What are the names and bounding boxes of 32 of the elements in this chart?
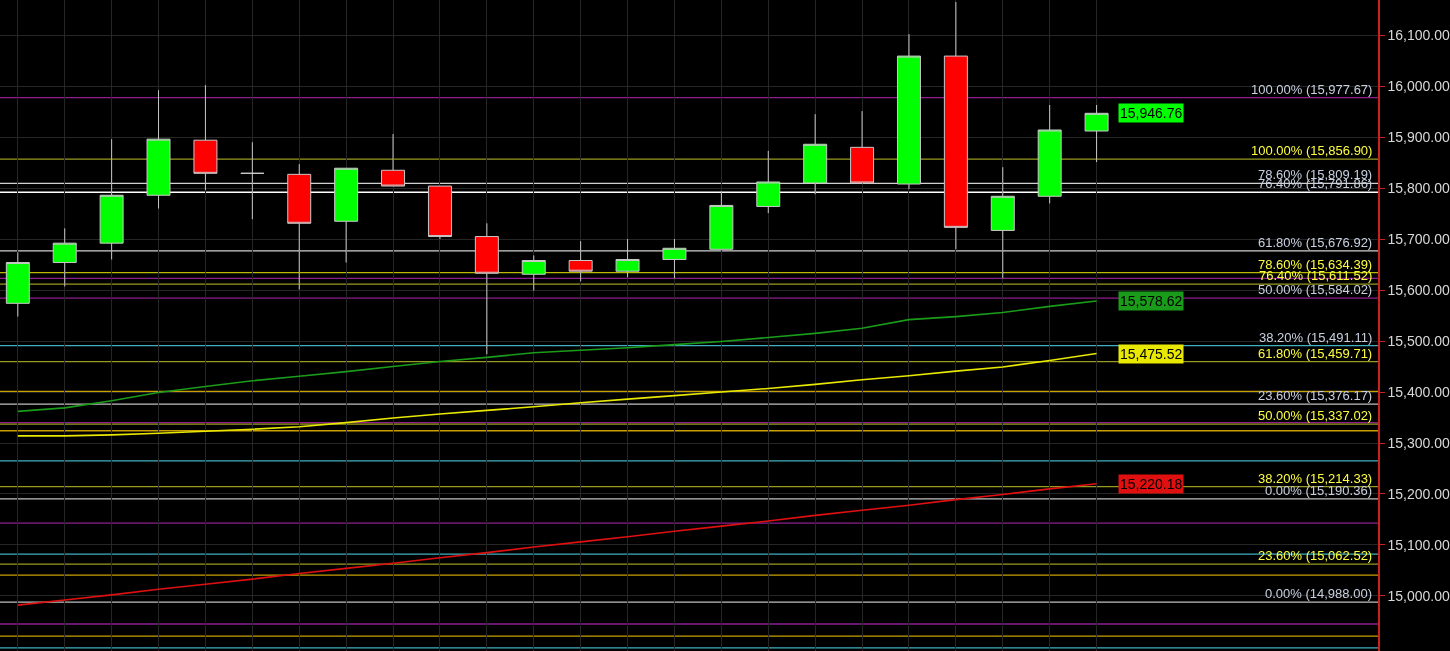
y-tick-label: 15,700.00 [1387, 230, 1450, 247]
annotation: 15,578.62 [1120, 293, 1183, 309]
y-tick-label: 15,500.00 [1387, 332, 1450, 349]
y-tick-label: 16,000.00 [1387, 78, 1450, 95]
candlestick [5, 251, 30, 318]
y-tick-label: 15,100.00 [1387, 536, 1450, 553]
ref-line-label: 23.60% (15,376.17) [1258, 388, 1373, 403]
ref-line-label: 61.80% (15,459.71) [1258, 346, 1373, 361]
y-tick-label: 15,800.00 [1387, 180, 1450, 197]
line-series [17, 482, 1098, 606]
y-tick-label: 16,100.00 [1387, 27, 1450, 44]
line-series [17, 352, 1098, 437]
line-series [17, 300, 1098, 413]
ref-line-label: 50.00% (15,337.02) [1258, 408, 1373, 423]
y-tick-label: 15,300.00 [1387, 434, 1450, 451]
y-tick-label: 15,900.00 [1387, 129, 1450, 146]
y-tick-label: 15,600.00 [1387, 281, 1450, 298]
ref-line-label: 38.20% (15,214.33) [1258, 471, 1373, 486]
ref-line-label: 100.00% (15,977.67) [1251, 82, 1373, 97]
y-tick-label: 15,400.00 [1387, 383, 1450, 400]
annotation: 15,946.76 [1120, 105, 1183, 121]
candlestick [521, 254, 546, 292]
ref-line-label: 0.00% (14,988.00) [1265, 586, 1372, 601]
ref-line-label: 50.00% (15,584.02) [1258, 282, 1373, 297]
ref-line-label: 61.80% (15,676.92) [1258, 235, 1373, 250]
ref-line-label: 100.00% (15,856.90) [1251, 143, 1373, 158]
annotation: 15,475.52 [1120, 346, 1183, 362]
ref-line-label: 38.20% (15,491.11) [1259, 330, 1373, 345]
candlestick [1084, 104, 1109, 163]
y-tick-label: 15,200.00 [1387, 485, 1450, 502]
annotation: 15,220.18 [1120, 476, 1183, 492]
y-tick-label: 15,000.00 [1387, 587, 1450, 604]
